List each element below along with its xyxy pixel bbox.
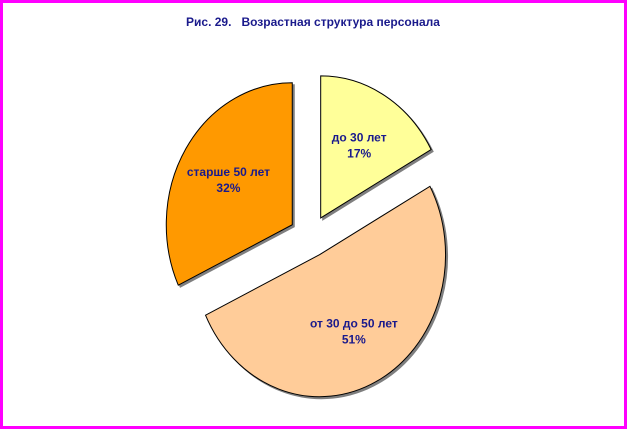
pie-chart: до 30 лет 17% от 30 до 50 лет 51% старше 50 … <box>165 75 449 400</box>
pie-slice <box>320 75 432 219</box>
pie-slice-label: до 30 лет 17% <box>332 131 387 161</box>
pie-slice-label: от 30 до 50 лет 51% <box>310 317 398 347</box>
pie-slice <box>204 185 447 398</box>
pie-slice-label: старше 50 лет 32% <box>187 165 270 195</box>
chart-title: Рис. 29. Возрастная структура персонала <box>186 15 440 29</box>
pie-slice <box>165 82 293 286</box>
